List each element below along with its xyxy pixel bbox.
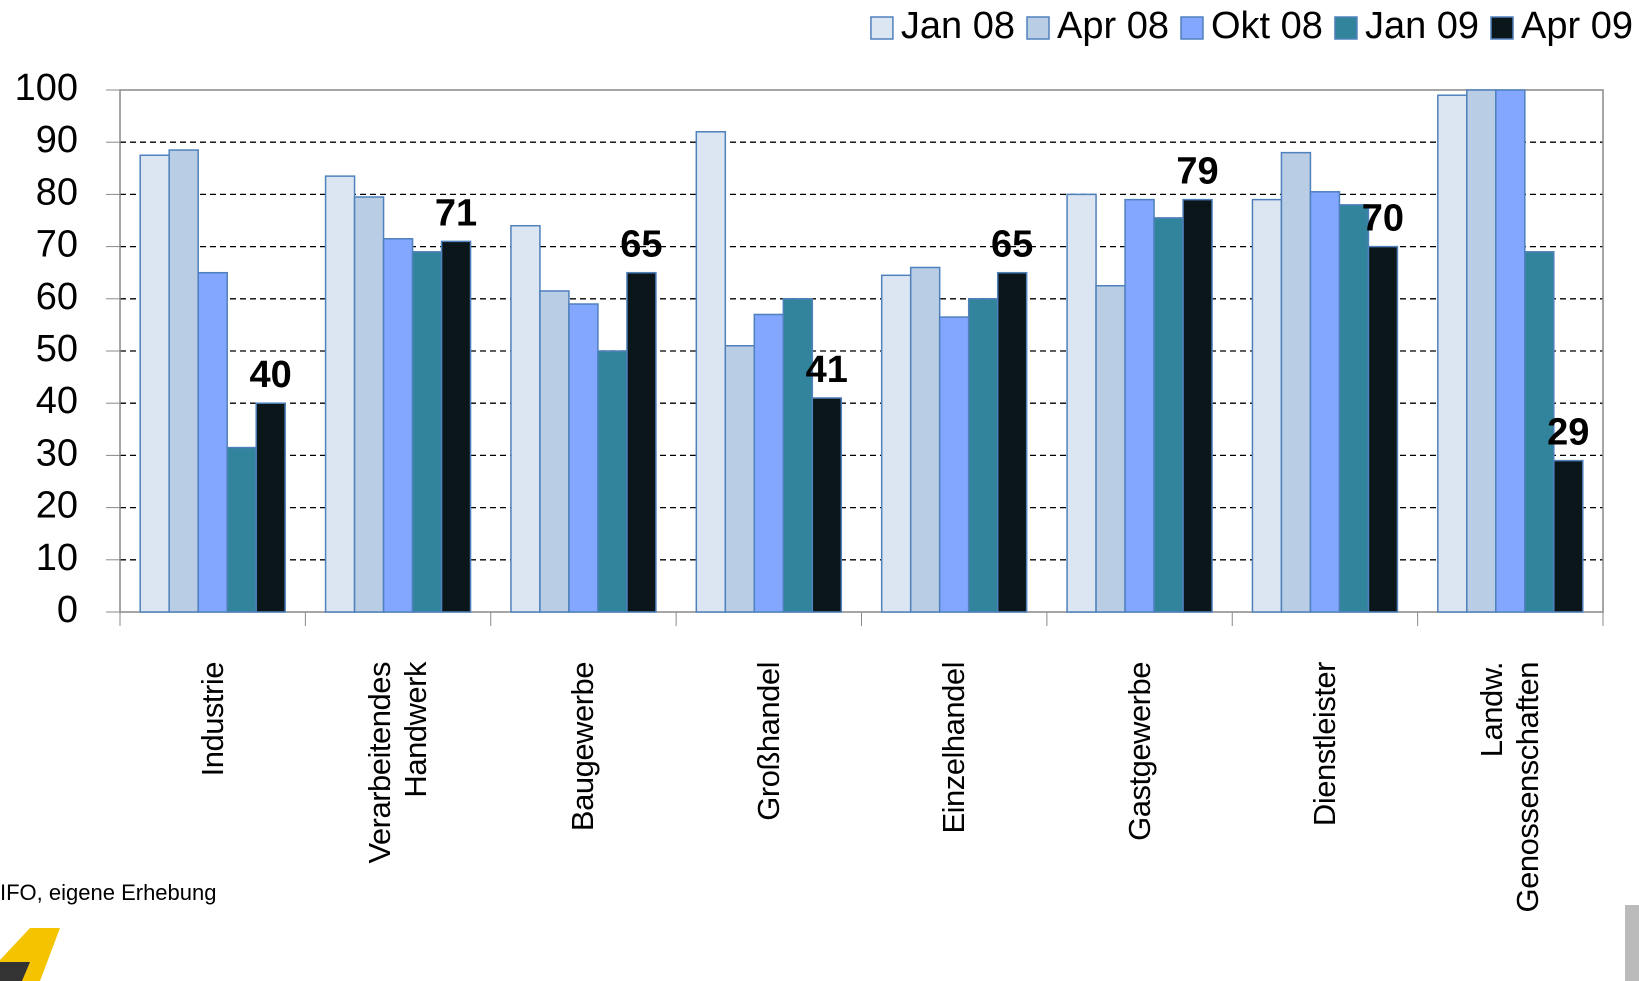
y-tick-label: 30 bbox=[36, 432, 78, 474]
logo bbox=[0, 962, 30, 981]
data-label: 40 bbox=[250, 354, 292, 396]
bar bbox=[139, 154, 170, 613]
x-tick-label: Einzelhandel bbox=[936, 662, 972, 834]
bar bbox=[782, 298, 814, 613]
bar bbox=[1182, 198, 1213, 613]
x-tick-label: Gastgewerbe bbox=[1121, 662, 1157, 841]
legend-label: Jan 08 bbox=[901, 5, 1015, 47]
data-label: 70 bbox=[1362, 198, 1404, 240]
bar bbox=[1280, 151, 1312, 613]
bar bbox=[597, 350, 628, 613]
bar bbox=[996, 271, 1028, 613]
logo bbox=[1625, 905, 1639, 981]
bar bbox=[568, 303, 599, 613]
bar bbox=[880, 274, 912, 613]
bar bbox=[909, 266, 941, 613]
y-tick-label: 50 bbox=[36, 328, 78, 370]
data-label: 65 bbox=[991, 224, 1033, 266]
legend-swatch bbox=[870, 16, 894, 40]
bar bbox=[539, 290, 570, 613]
x-tick-label: Industrie bbox=[194, 662, 230, 777]
x-tick-label: Großhandel bbox=[750, 662, 786, 821]
x-tick-label: Dienstleister bbox=[1306, 662, 1342, 827]
bar bbox=[1553, 459, 1584, 613]
bar bbox=[626, 271, 657, 613]
legend-label: Okt 08 bbox=[1211, 5, 1323, 47]
y-tick-label: 70 bbox=[36, 224, 78, 266]
data-label: 79 bbox=[1176, 151, 1218, 193]
bar bbox=[1251, 198, 1283, 613]
bar bbox=[382, 238, 414, 613]
bar bbox=[197, 271, 228, 613]
bar bbox=[1466, 89, 1497, 613]
source: IFO, eigene Erhebung bbox=[0, 880, 217, 905]
bar bbox=[1524, 251, 1555, 613]
bar bbox=[440, 240, 472, 613]
data-label: 29 bbox=[1547, 412, 1589, 454]
legend-label: Apr 08 bbox=[1057, 5, 1169, 47]
bar bbox=[1066, 193, 1097, 613]
bar bbox=[938, 316, 970, 613]
legend-swatch bbox=[1334, 16, 1358, 40]
y-tick-label: 0 bbox=[57, 589, 78, 631]
bar bbox=[811, 397, 843, 613]
bar bbox=[1095, 285, 1126, 613]
bar bbox=[1367, 245, 1399, 613]
x-tick-label: Landw. Genossenschaften bbox=[1474, 662, 1546, 913]
bar bbox=[168, 149, 199, 613]
bar bbox=[353, 196, 385, 613]
x-tick-label: Verarbeitendes Handwerk bbox=[362, 662, 434, 864]
bar bbox=[1338, 204, 1370, 613]
bar bbox=[510, 224, 541, 613]
data-label: 65 bbox=[620, 224, 662, 266]
data-label: 71 bbox=[435, 192, 477, 234]
bar bbox=[411, 251, 443, 613]
y-tick-label: 90 bbox=[36, 119, 78, 161]
y-tick-label: 40 bbox=[36, 380, 78, 422]
data-label: 41 bbox=[806, 349, 848, 391]
bar bbox=[1153, 217, 1184, 613]
bar bbox=[1495, 89, 1526, 613]
legend-swatch bbox=[1026, 16, 1050, 40]
x-tick-label: Baugewerbe bbox=[565, 662, 601, 832]
bar bbox=[1437, 94, 1468, 613]
bar bbox=[255, 402, 286, 613]
bar bbox=[324, 175, 356, 613]
bar bbox=[695, 131, 727, 613]
legend-label: Apr 09 bbox=[1521, 5, 1633, 47]
legend-swatch bbox=[1490, 16, 1514, 40]
y-tick-label: 60 bbox=[36, 276, 78, 318]
bar bbox=[1309, 191, 1341, 613]
legend-swatch bbox=[1180, 16, 1204, 40]
bar bbox=[226, 446, 257, 613]
y-tick-label: 10 bbox=[36, 537, 78, 579]
bar bbox=[724, 345, 756, 613]
bar bbox=[753, 313, 785, 613]
y-tick-label: 20 bbox=[36, 485, 78, 527]
bar bbox=[1124, 198, 1155, 613]
y-tick-label: 100 bbox=[15, 67, 78, 109]
bar bbox=[967, 298, 999, 613]
y-tick-label: 80 bbox=[36, 171, 78, 213]
legend-label: Jan 09 bbox=[1365, 5, 1479, 47]
